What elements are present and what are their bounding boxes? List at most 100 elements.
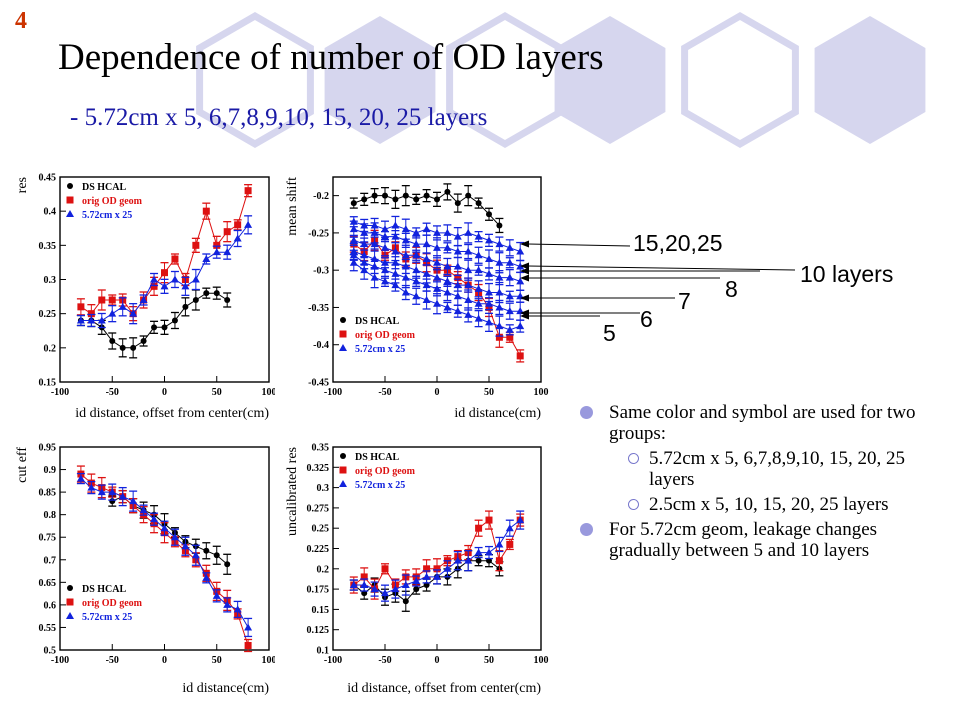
data-point-triangle [412, 576, 421, 584]
x-tick-label: -100 [51, 655, 69, 666]
data-point-circle [67, 183, 73, 189]
data-point-triangle [150, 515, 159, 523]
y-tick-label: 0.2 [44, 343, 57, 354]
data-point-triangle [505, 273, 514, 281]
legend-label: 5.72cm x 25 [355, 480, 405, 491]
layer-label-6: 6 [640, 306, 653, 332]
data-point-triangle [453, 262, 462, 270]
x-tick-label: 0 [162, 655, 167, 666]
data-point-triangle [433, 299, 441, 307]
legend-label: DS HCAL [82, 584, 127, 595]
data-point-square [495, 557, 503, 565]
data-point-triangle [474, 266, 483, 274]
data-point-circle [340, 453, 346, 459]
data-point-triangle [401, 236, 410, 244]
y-tick-label: 0.35 [39, 241, 57, 252]
data-point-triangle [370, 585, 379, 593]
bullet-text: For 5.72cm geom, leakage changes gradual… [609, 519, 878, 561]
data-point-triangle [412, 240, 421, 248]
layer-label-5: 5 [603, 320, 616, 346]
plot-mean-shift: -100 -50 0 50 100 -0.45 -0.4 -0.35 -0.3 -0.25 -0.2… [285, 176, 549, 420]
data-point-triangle [97, 488, 106, 496]
data-point-triangle [516, 516, 525, 524]
data-point-triangle [381, 277, 389, 285]
background-hexagon [554, 16, 666, 144]
data-point-triangle [464, 310, 473, 318]
x-tick-label: 100 [534, 387, 549, 398]
data-point-triangle [244, 623, 253, 631]
data-point-square [87, 310, 95, 318]
legend-label: 5.72cm x 25 [82, 612, 132, 623]
layer-label-7: 7 [678, 288, 691, 314]
x-tick-label: 0 [435, 655, 440, 666]
x-tick-label: -50 [106, 655, 119, 666]
data-point-triangle [108, 309, 117, 317]
data-point-square [161, 269, 168, 277]
legend-label: 5.72cm x 25 [355, 344, 405, 355]
data-point-triangle [412, 292, 421, 300]
series-7 [349, 254, 525, 337]
layer-label-8: 8 [725, 276, 738, 302]
y-tick-label: 0.2 [317, 564, 330, 575]
data-point-triangle [360, 266, 369, 274]
data-point-triangle [505, 307, 514, 315]
data-point-triangle [160, 282, 169, 290]
data-point-triangle [495, 322, 504, 330]
data-point-square [423, 565, 431, 573]
data-point-triangle [233, 234, 242, 242]
data-point-triangle [453, 307, 462, 315]
data-point-triangle [381, 589, 389, 597]
y-axis-label: cut eff [15, 447, 30, 483]
data-point-circle [182, 303, 189, 310]
data-point-triangle [464, 296, 473, 303]
data-point-triangle [464, 556, 473, 564]
data-point-square [66, 196, 74, 204]
x-tick-label: 0 [162, 387, 167, 398]
y-tick-label: -0.35 [308, 303, 329, 314]
data-point-triangle [443, 303, 452, 311]
data-point-circle [402, 598, 409, 605]
layer-label-15-20-25: 15,20,25 [633, 230, 723, 256]
data-point-triangle [485, 548, 493, 556]
data-point-circle [130, 344, 137, 351]
y-tick-label: 0.175 [307, 585, 330, 596]
data-point-triangle [422, 296, 431, 303]
y-tick-label: 0.125 [307, 625, 330, 636]
data-point-triangle [360, 228, 369, 236]
data-point-square [506, 540, 514, 548]
data-point-triangle [401, 251, 410, 259]
data-point-triangle [422, 225, 431, 233]
x-tick-label: 50 [212, 655, 222, 666]
data-point-triangle [118, 302, 127, 310]
data-point-circle [350, 200, 357, 207]
data-point-circle [67, 585, 73, 591]
y-tick-label: 0.45 [39, 173, 57, 184]
data-point-triangle [391, 232, 400, 240]
legend-label: 5.72cm x 25 [82, 210, 132, 221]
slide-subtitle: - 5.72cm x 5, 6,7,8,9,10, 15, 20, 25 lay… [70, 104, 488, 131]
data-point-square [192, 241, 200, 249]
data-point-circle [454, 200, 461, 207]
legend-label: orig OD geom [355, 466, 416, 477]
plot-res: -100 -50 0 50 100 0.15 0.2 0.25 0.3 0.35 0.4 0.45 id… [15, 173, 275, 421]
data-point-square [495, 333, 503, 341]
data-point-triangle [422, 255, 431, 262]
data-point-triangle [495, 273, 504, 281]
data-point-triangle [370, 228, 379, 236]
data-point-triangle [391, 269, 400, 277]
data-point-triangle [212, 248, 221, 256]
data-point-triangle [66, 210, 74, 217]
legend-label: DS HCAL [355, 316, 400, 327]
data-point-circle [382, 192, 388, 199]
y-tick-label: 0.15 [312, 605, 330, 616]
y-tick-label: 0.225 [307, 544, 330, 555]
data-point-triangle [97, 316, 106, 324]
data-point-triangle [464, 247, 473, 255]
data-point-triangle [495, 540, 504, 548]
data-point-triangle [202, 573, 211, 581]
data-point-triangle [360, 240, 369, 248]
data-point-circle [109, 338, 116, 344]
data-point-triangle [223, 600, 232, 608]
sub-bullet-item: 2.5cm x 5, 10, 15, 20, 25 layers [580, 494, 940, 515]
